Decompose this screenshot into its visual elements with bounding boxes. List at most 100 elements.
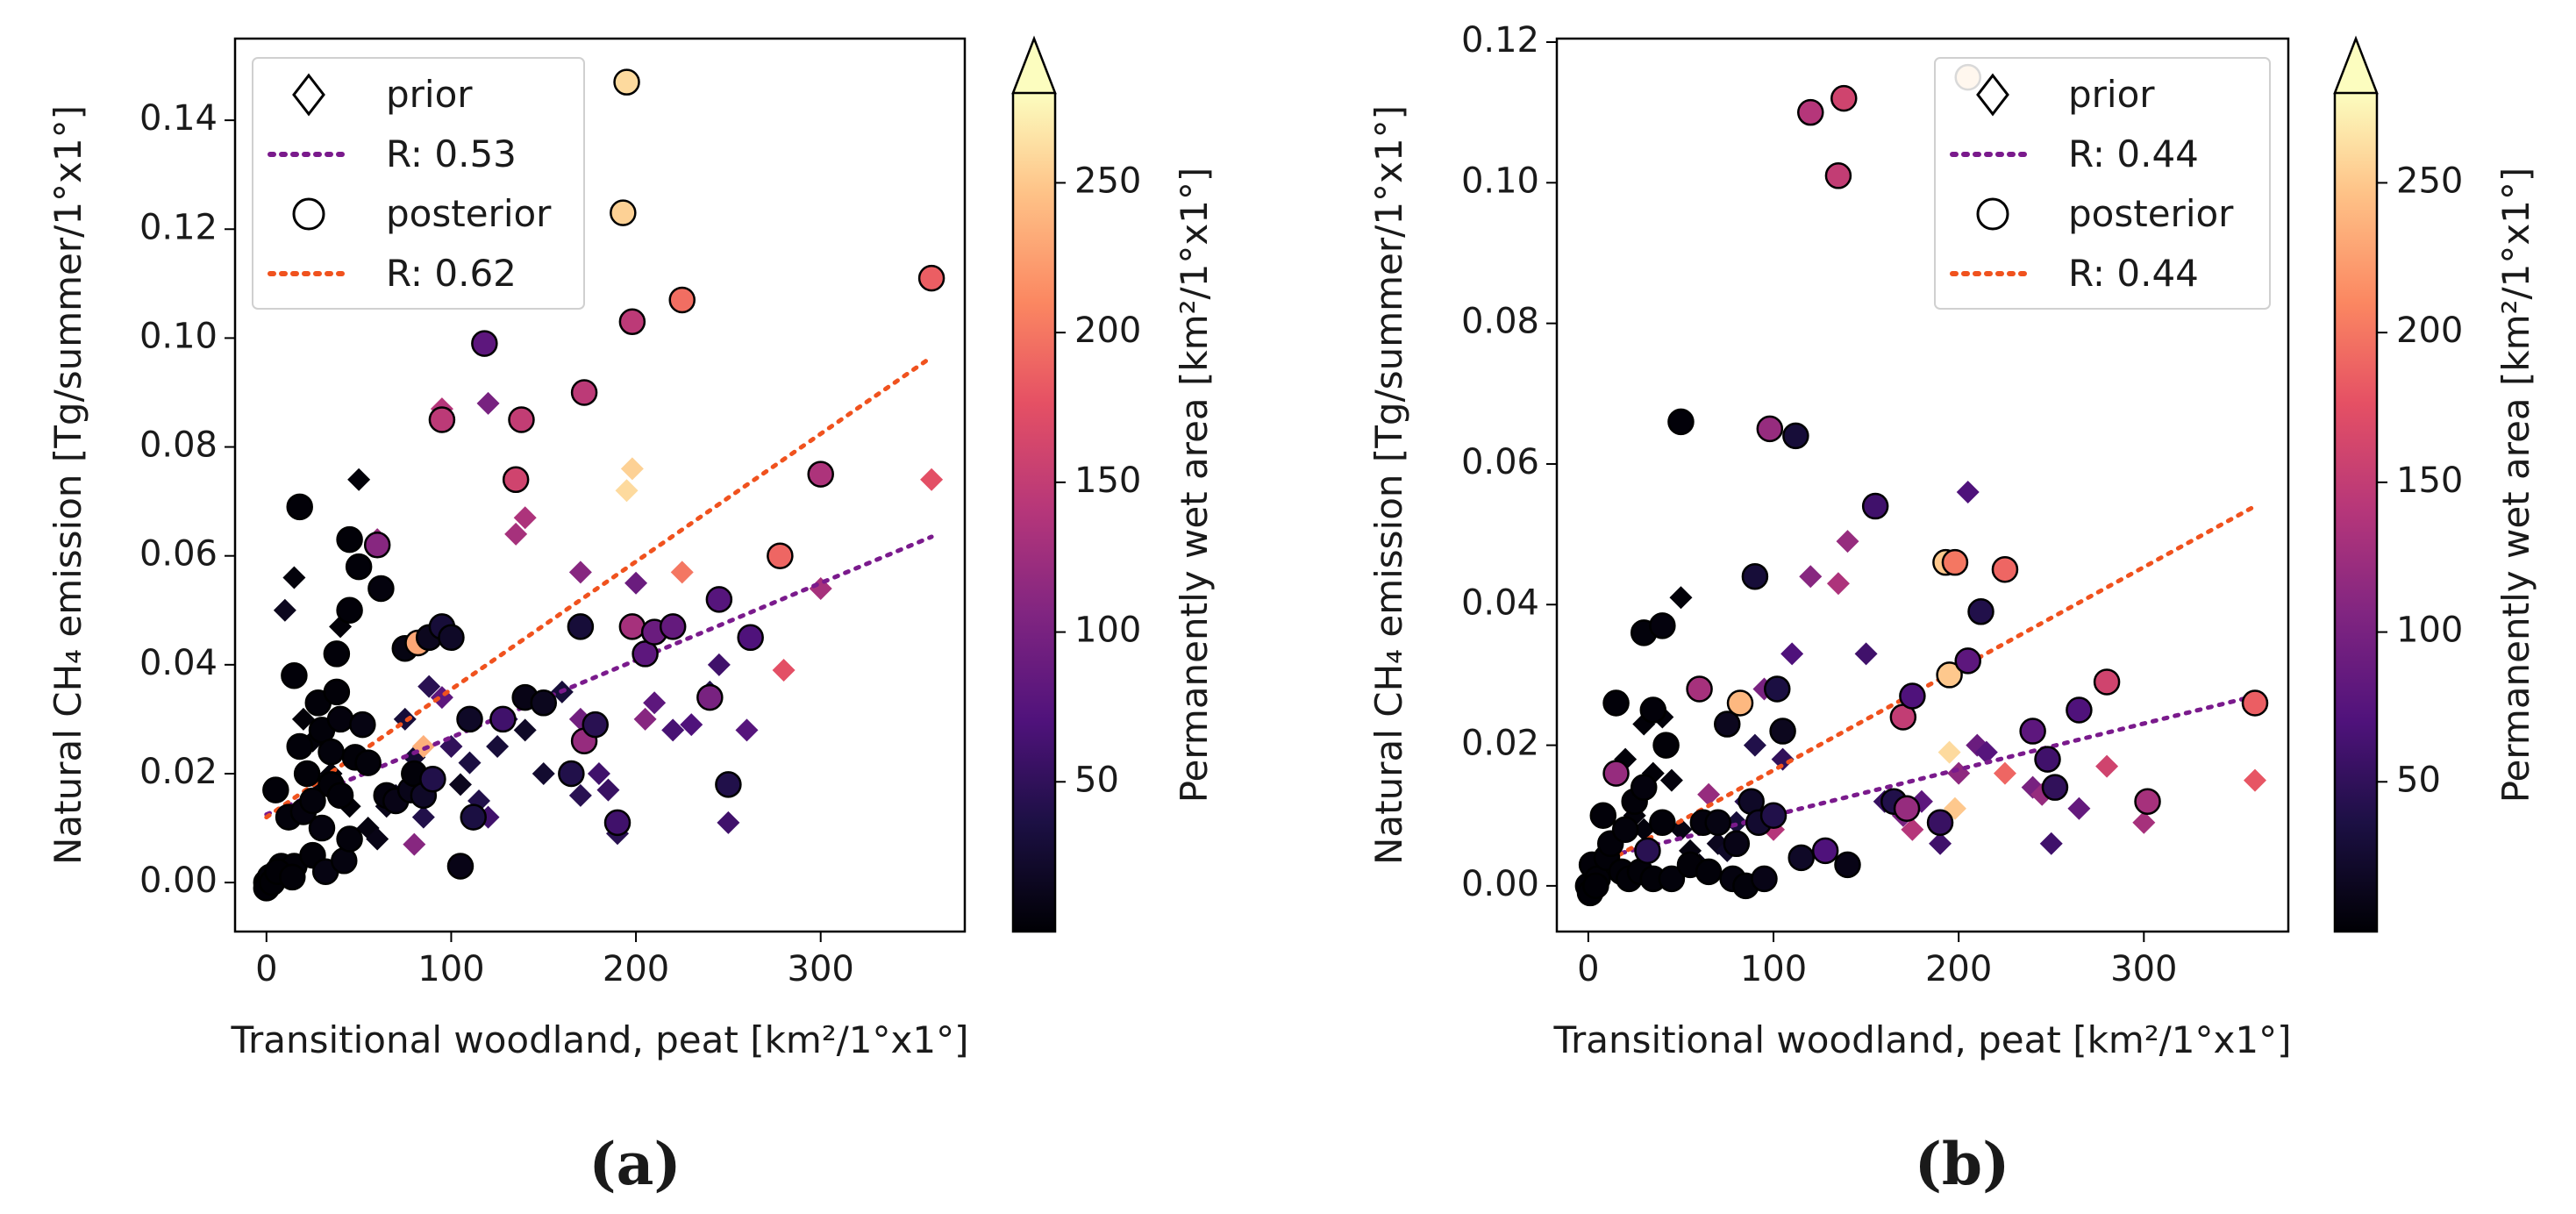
panel-b-prior-point-16 bbox=[1743, 733, 1766, 757]
panel-a-cb-tick-4: 250 bbox=[1055, 161, 1141, 201]
panel-b-prior-point-40 bbox=[2067, 796, 2091, 820]
panel-b-colorbar-tick-label: 100 bbox=[2396, 611, 2463, 651]
panel-b-prior-point-36 bbox=[1993, 761, 2016, 785]
panel-a-prior-point-49 bbox=[504, 522, 528, 546]
panel-a-legend-prior: prior bbox=[386, 73, 473, 116]
panel-b-prior-point-0 bbox=[1669, 586, 1693, 610]
panel-a-colorbar-frame bbox=[1011, 93, 1057, 933]
panel-b-x-axis-label: Transitional woodland, peat [km²/1°x1°] bbox=[1552, 1018, 2291, 1061]
panel-a-prior-point-32 bbox=[633, 707, 657, 731]
panel-a-legend: prior R: 0.53 posterior R: 0.62 bbox=[252, 57, 585, 310]
panel-a-posterior-point-74 bbox=[807, 461, 834, 488]
panel-a-posterior-point-44 bbox=[428, 406, 456, 433]
panel-b-colorbar-gradient bbox=[2335, 93, 2377, 932]
panel-a-x-tick-label: 0 bbox=[255, 949, 277, 989]
panel-a-legend-posterior: posterior bbox=[386, 192, 552, 235]
panel-b-posterior-point-24 bbox=[1686, 675, 1713, 703]
panel-a-legend-diamond-marker bbox=[292, 73, 325, 117]
panel-a-posterior-point-72 bbox=[737, 624, 764, 652]
panel-a-x-tick-0: 0 bbox=[255, 932, 278, 989]
panel-a-prior-point-25 bbox=[513, 718, 537, 742]
panel-b-posterior-point-45 bbox=[1824, 162, 1852, 189]
panel-a-x-tick-2: 200 bbox=[603, 932, 669, 989]
panel-b-posterior-point-39 bbox=[1764, 675, 1791, 703]
panel-b-y-tick-label: 0.08 bbox=[1461, 302, 1539, 342]
panel-b-cb-tick-3: 200 bbox=[2377, 311, 2463, 351]
panel-a-prior-point-2 bbox=[282, 566, 306, 589]
panel-a-colorbar-extend-arrow bbox=[1011, 35, 1057, 95]
panel-b-posterior-point-21 bbox=[1658, 865, 1686, 893]
panel-a-legend-posterior-r: R: 0.62 bbox=[386, 252, 517, 295]
panel-b-posterior-point-52 bbox=[1899, 682, 1926, 710]
panel-b-posterior-point-36 bbox=[1751, 865, 1778, 893]
panel-a-posterior-point-9 bbox=[286, 732, 313, 761]
panel-a-posterior-point-70 bbox=[705, 586, 733, 613]
panel-a-x-tick-3: 300 bbox=[788, 932, 854, 989]
panel-b-y-tick-label: 0.06 bbox=[1461, 442, 1539, 482]
panel-a-posterior-point-49 bbox=[471, 330, 498, 357]
panel-b-y-tick-1: 0.02 bbox=[1461, 724, 1557, 764]
panel-a-y-tick-1: 0.02 bbox=[139, 752, 235, 792]
panel-b-y-tick-3: 0.06 bbox=[1461, 442, 1557, 482]
panel-a-posterior-point-27 bbox=[336, 825, 363, 853]
panel-a-prior-point-20 bbox=[458, 751, 482, 775]
panel-a-posterior-point-64 bbox=[618, 613, 646, 640]
panel-a-y-tick-5: 0.10 bbox=[139, 316, 235, 356]
panel-a-y-tick-label: 0.12 bbox=[139, 207, 218, 247]
panel-b-posterior-point-63 bbox=[2041, 774, 2069, 801]
panel-b-prior-point-33 bbox=[1956, 481, 1980, 504]
panel-b-prior-point-19 bbox=[1771, 747, 1795, 771]
panel-a-prior-point-19 bbox=[448, 773, 472, 796]
panel-b-y-tick-label: 0.12 bbox=[1461, 20, 1539, 61]
panel-a-posterior-point-11 bbox=[293, 760, 321, 788]
panel-a-cb-tick-0: 50 bbox=[1055, 760, 1119, 800]
panel-b-plot-area bbox=[1574, 63, 2269, 907]
panel-a-colorbar-gradient bbox=[1013, 93, 1055, 932]
panel-b-posterior-point-37 bbox=[1756, 415, 1784, 443]
panel-b-posterior-point-60 bbox=[1991, 555, 2019, 583]
panel-a-y-tick-label: 0.06 bbox=[139, 534, 218, 575]
panel-b-posterior-point-59 bbox=[1967, 598, 1994, 625]
panel-b-prior-point-42 bbox=[2132, 811, 2156, 834]
panel-b-legend-prior: prior bbox=[2068, 73, 2155, 116]
panel-a-posterior-point-52 bbox=[508, 406, 535, 433]
panel-a-posterior-point-30 bbox=[349, 711, 376, 739]
panel-a-cb-tick-2: 150 bbox=[1055, 461, 1141, 501]
panel-a-prior-point-40 bbox=[772, 659, 796, 682]
panel-b-posterior-point-22 bbox=[1667, 408, 1695, 436]
panel-a-prior-point-1 bbox=[347, 468, 371, 491]
panel-a-posterior-point-22 bbox=[326, 705, 354, 733]
panel-a-y-tick-label: 0.02 bbox=[139, 752, 218, 792]
panel-b-posterior-point-41 bbox=[1782, 422, 1809, 450]
panel-a-y-axis-label: Natural CH₄ emission [Tg/summer/1°x1°] bbox=[46, 105, 89, 865]
panel-b-y-tick-4: 0.08 bbox=[1461, 302, 1557, 342]
panel-a-y-tick-label: 0.04 bbox=[139, 643, 218, 683]
panel-a-prior-point-50 bbox=[513, 506, 537, 530]
panel-a-posterior-point-50 bbox=[489, 705, 517, 733]
panel-a-caption: (a) bbox=[589, 1130, 681, 1198]
panel-b-legend: prior R: 0.44 posterior R: 0.44 bbox=[1934, 57, 2271, 310]
panel-b-y-ticks: 0.00 0.02 0.04 0.06 0.08 0.10 0.12 bbox=[1461, 20, 1557, 904]
panel-a-posterior-point-46 bbox=[446, 853, 475, 880]
panel-a-prior-point-29 bbox=[587, 761, 610, 785]
panel-b-prior-point-29 bbox=[1929, 832, 1952, 855]
panel-a-posterior-point-45 bbox=[438, 624, 465, 652]
panel-a-plot-area bbox=[253, 68, 945, 902]
panel-b-prior-point-22 bbox=[1826, 572, 1850, 596]
panel-b-y-tick-0: 0.00 bbox=[1461, 864, 1557, 904]
panel-b-x-ticks: 0 100 200 300 bbox=[1577, 932, 2177, 989]
panel-a-posterior-point-75 bbox=[917, 264, 945, 292]
panel-a-legend-box bbox=[252, 57, 585, 310]
panel-b-prior-point-23 bbox=[1836, 530, 1859, 553]
panel-a-y-tick-0: 0.00 bbox=[139, 861, 235, 901]
panel-a-prior-point-35 bbox=[680, 713, 703, 737]
panel-a-posterior-point-71 bbox=[715, 771, 742, 798]
panel-b-prior-point-20 bbox=[1780, 642, 1804, 666]
panel-b-posterior-point-38 bbox=[1759, 802, 1788, 829]
panel-b-posterior-point-64 bbox=[2066, 696, 2093, 724]
panel-b-caption: (b) bbox=[1915, 1130, 2010, 1198]
panel-a-prior-point-48 bbox=[476, 391, 500, 415]
panel-b-posterior-point-31 bbox=[1726, 689, 1754, 717]
panel-a-prior-point-16 bbox=[417, 675, 441, 698]
